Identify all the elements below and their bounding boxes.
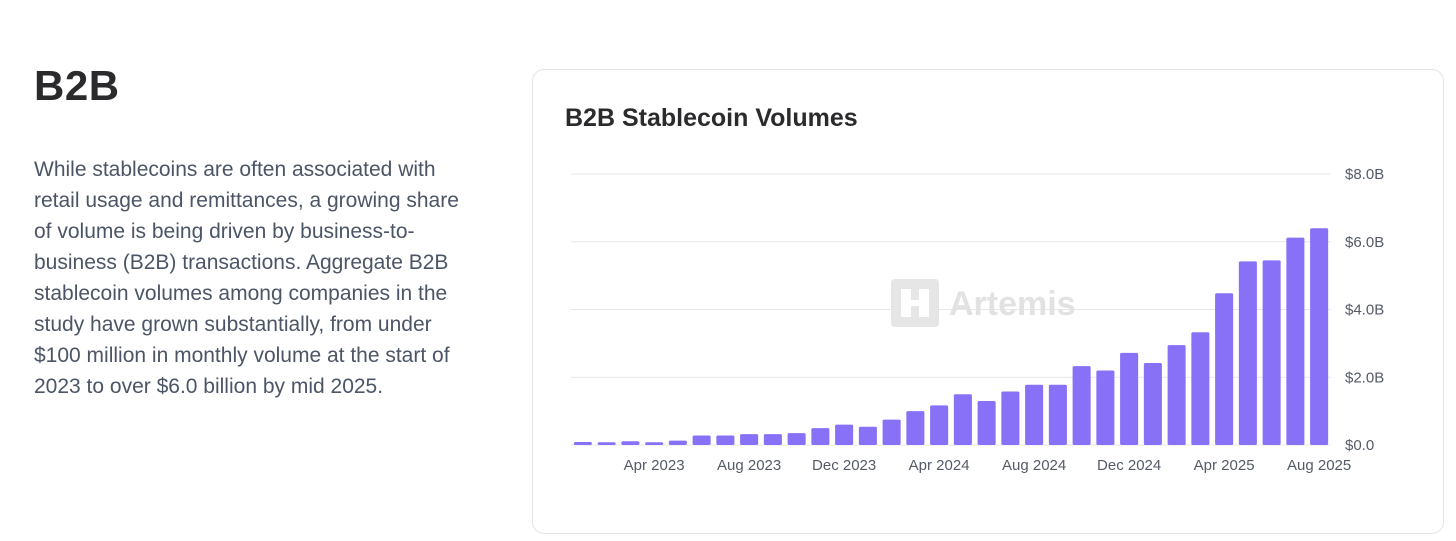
bar bbox=[787, 433, 806, 445]
x-tick-label: Aug 2025 bbox=[1287, 457, 1351, 474]
chart-title: B2B Stablecoin Volumes bbox=[565, 104, 858, 132]
watermark-logo-bar bbox=[901, 300, 929, 306]
bar bbox=[1001, 391, 1020, 445]
x-tick-label: Apr 2024 bbox=[909, 457, 970, 474]
y-tick-label: $6.0B bbox=[1345, 234, 1384, 251]
chart-card: B2B Stablecoin Volumes $0.0 $2.0B $4.0B $6.… bbox=[532, 69, 1444, 534]
bar bbox=[645, 442, 664, 445]
section-paragraph: While stablecoins are often associated w… bbox=[34, 158, 459, 398]
bar bbox=[1072, 366, 1091, 445]
bar bbox=[1310, 228, 1329, 445]
bar bbox=[1286, 237, 1305, 445]
bar-chart: $0.0 $2.0B $4.0B $6.0B $8.0B Artemis Apr 2023 A… bbox=[571, 166, 1384, 474]
x-tick-label: Apr 2023 bbox=[624, 457, 685, 474]
bar bbox=[882, 419, 901, 445]
bar bbox=[597, 442, 616, 445]
y-tick-label: $0.0 bbox=[1345, 437, 1374, 454]
bar bbox=[811, 428, 830, 445]
intro-section: B2B While stablecoins are often associat… bbox=[34, 62, 474, 402]
bar bbox=[1143, 363, 1162, 445]
bar bbox=[1262, 260, 1281, 445]
bar bbox=[1096, 370, 1115, 445]
bar bbox=[1120, 352, 1139, 445]
y-tick-label: $8.0B bbox=[1345, 166, 1384, 183]
x-tick-label: Aug 2023 bbox=[717, 457, 781, 474]
y-tick-label: $4.0B bbox=[1345, 302, 1384, 319]
bar bbox=[1025, 384, 1044, 445]
section-heading: B2B bbox=[34, 62, 120, 109]
bar bbox=[858, 426, 877, 445]
x-tick-label: Aug 2024 bbox=[1002, 457, 1066, 474]
bar bbox=[668, 440, 687, 445]
watermark-text: Artemis bbox=[949, 285, 1076, 323]
bar bbox=[1167, 345, 1186, 445]
bar bbox=[573, 441, 592, 445]
x-tick-label: Dec 2024 bbox=[1097, 457, 1161, 474]
bar bbox=[1191, 332, 1210, 445]
bar bbox=[621, 441, 640, 445]
x-tick-label: Dec 2023 bbox=[812, 457, 876, 474]
bar bbox=[692, 435, 711, 445]
bar bbox=[763, 434, 782, 445]
bar bbox=[1215, 293, 1234, 445]
bar bbox=[835, 424, 854, 445]
artemis-logo-icon bbox=[891, 279, 939, 327]
bar bbox=[930, 405, 949, 445]
bar bbox=[977, 400, 996, 445]
y-tick-label: $2.0B bbox=[1345, 369, 1384, 386]
bar bbox=[716, 435, 735, 445]
bar bbox=[740, 434, 759, 445]
x-tick-label: Apr 2025 bbox=[1194, 457, 1255, 474]
bar bbox=[906, 411, 925, 445]
bar bbox=[1238, 261, 1257, 445]
bar bbox=[1048, 384, 1067, 445]
bar bbox=[953, 394, 972, 445]
